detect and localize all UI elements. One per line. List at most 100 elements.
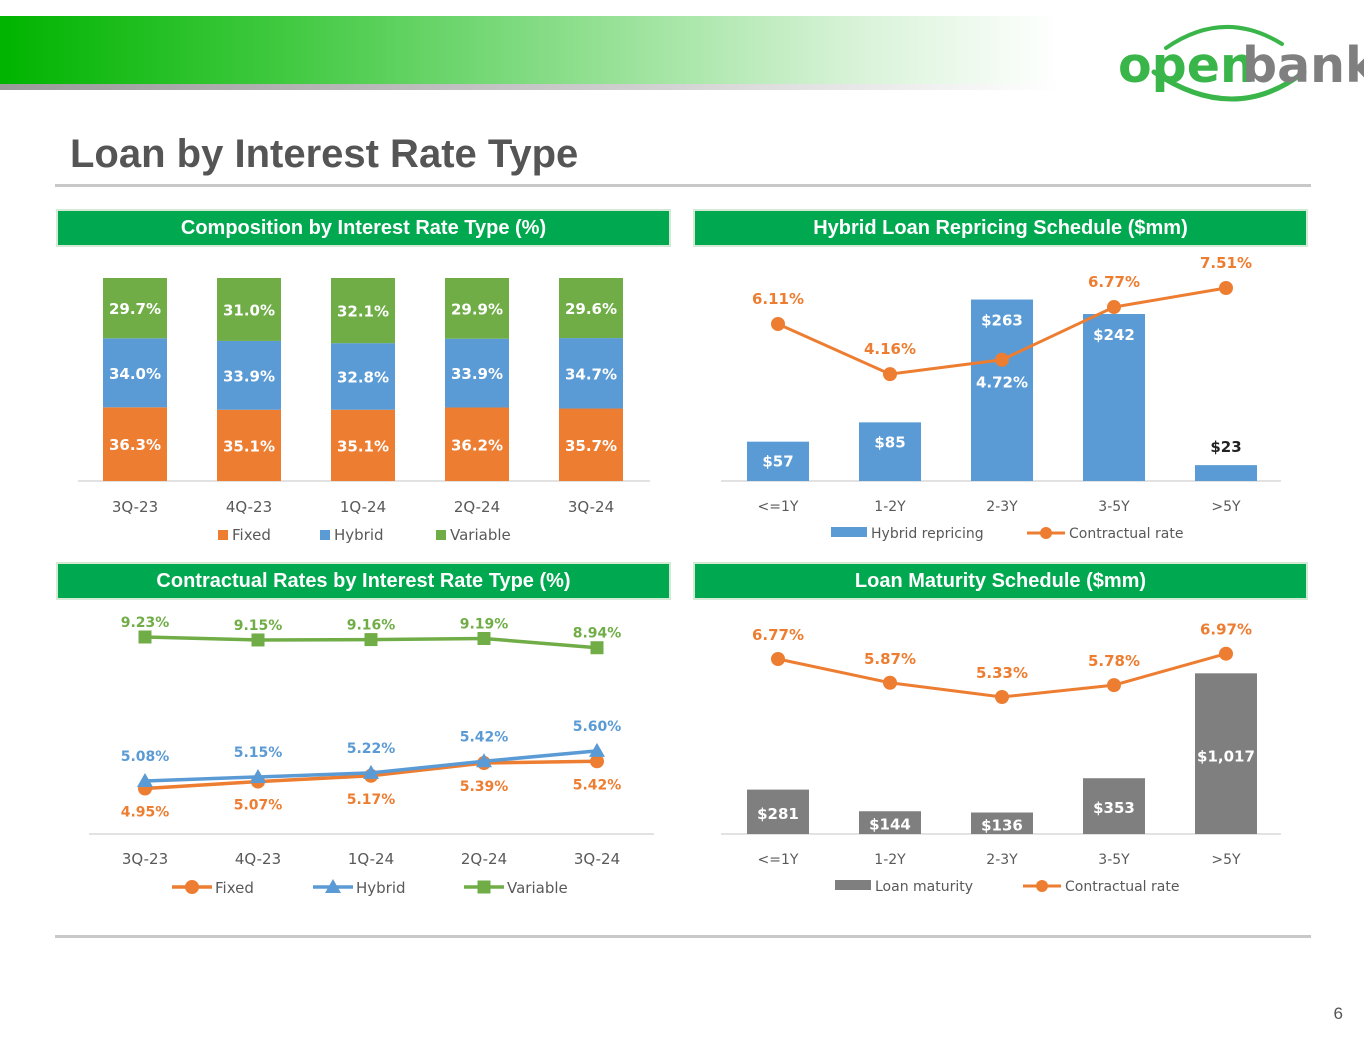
bar-hybrid-repricing-5y [1195, 465, 1257, 481]
data-label-variable-3q-23: 29.7% [109, 300, 161, 318]
marker-variable-3q-23 [138, 630, 152, 644]
tick-label-1-2y: 1-2Y [874, 852, 906, 868]
tick-label-3q-23: 3Q-23 [112, 498, 158, 516]
rate-marker-2-3y [995, 352, 1009, 367]
data-label-hybrid-2q-24: 33.9% [451, 365, 503, 383]
loan-maturity-chart-header: Loan Maturity Schedule ($mm) [693, 562, 1308, 600]
data-label-hybrid-2q-24: 5.42% [460, 729, 509, 745]
data-label-variable-2q-24: 29.9% [451, 300, 503, 318]
rate-marker-1-2y [883, 675, 897, 690]
data-label-hybrid-1q-24: 32.8% [337, 368, 389, 386]
page-title: Loan by Interest Rate Type [70, 132, 579, 176]
bar-variable-3q-24 [559, 278, 623, 339]
data-label-fixed-4q-23: 35.1% [223, 437, 275, 455]
legend-swatch-bars [835, 880, 871, 890]
data-label-variable-3q-24: 8.94% [573, 626, 622, 642]
loan-maturity-chart: $281 <=1Y $144 1-2Y $136 2-3Y $353 3-5Y $1,017 >5… [721, 621, 1281, 895]
legend-label-variable: Variable [507, 879, 568, 897]
marker-variable-2q-24 [477, 631, 491, 645]
rate-label-5y: 6.97% [1200, 621, 1252, 639]
bar-hybrid-repricing-3-5y [1083, 314, 1145, 481]
bar-label-3-5y: $353 [1093, 799, 1135, 817]
bar-hybrid-1q-24 [331, 343, 395, 410]
bar-fixed-2q-24 [445, 407, 509, 481]
marker-hybrid-1q-24 [363, 764, 379, 779]
rate-label-2-3y: 5.33% [976, 664, 1028, 682]
data-label-fixed-2q-24: 5.39% [460, 779, 509, 795]
tick-label-4q-23: 4Q-23 [235, 850, 281, 868]
tick-label-4q-23: 4Q-23 [226, 498, 272, 516]
marker-variable-4q-23 [251, 633, 265, 647]
tick-label-1y: <=1Y [758, 499, 799, 515]
legend-swatch-variable [436, 530, 446, 540]
rate-label-5y: 7.51% [1200, 254, 1252, 272]
tick-label-2-3y: 2-3Y [986, 499, 1018, 515]
tick-label-5y: >5Y [1211, 852, 1241, 868]
data-label-fixed-2q-24: 36.2% [451, 436, 503, 454]
legend-label-bars: Hybrid repricing [871, 526, 984, 542]
header-gradient-bar [0, 16, 1060, 84]
bar-label-5y: $23 [1210, 438, 1241, 456]
bar-loan-maturity-5y [1195, 673, 1257, 834]
rate-marker-2-3y [995, 690, 1009, 704]
tick-label-3q-24: 3Q-24 [574, 850, 620, 868]
rate-marker-3-5y [1107, 300, 1121, 315]
bar-label-2-3y: $263 [981, 312, 1023, 330]
bar-label-1y: $281 [757, 805, 799, 823]
composition-chart-header: Composition by Interest Rate Type (%) [56, 209, 671, 247]
tick-label-2q-24: 2Q-24 [454, 498, 500, 516]
bar-loan-maturity-1y [747, 789, 809, 834]
data-label-variable-3q-24: 29.6% [565, 300, 617, 318]
rate-label-3-5y: 5.78% [1088, 652, 1140, 670]
legend-marker-variable [477, 880, 491, 894]
tick-label-2q-24: 2Q-24 [461, 850, 507, 868]
rate-label-1-2y: 4.16% [864, 340, 916, 358]
marker-variable-3q-24 [590, 641, 604, 655]
legend-swatch-fixed [218, 530, 228, 540]
marker-hybrid-2q-24 [476, 753, 492, 768]
bar-fixed-3q-23 [103, 407, 167, 481]
bar-variable-4q-23 [217, 278, 281, 341]
tick-label-3q-23: 3Q-23 [122, 850, 168, 868]
data-label-variable-2q-24: 9.19% [460, 616, 509, 632]
data-label-hybrid-1q-24: 5.22% [347, 741, 396, 757]
bar-fixed-1q-24 [331, 409, 395, 481]
bar-label-1-2y: $144 [869, 816, 911, 834]
legend-marker-fixed [185, 880, 199, 894]
bar-label-1-2y: $85 [874, 433, 905, 451]
rate-label-1-2y: 5.87% [864, 650, 916, 668]
data-label-fixed-4q-23: 5.07% [234, 798, 283, 814]
bar-hybrid-repricing-1y [747, 441, 809, 481]
bar-loan-maturity-3-5y [1083, 778, 1145, 834]
logo-text-bank: bank [1242, 37, 1364, 94]
legend-label-rate: Contractual rate [1065, 879, 1179, 895]
bar-hybrid-3q-23 [103, 338, 167, 408]
bar-variable-3q-23 [103, 278, 167, 339]
legend-marker-rate [1036, 880, 1048, 892]
data-label-variable-4q-23: 9.15% [234, 618, 283, 634]
marker-hybrid-3q-23 [137, 773, 153, 787]
data-label-hybrid-3q-24: 5.60% [573, 719, 622, 735]
bar-hybrid-4q-23 [217, 340, 281, 410]
legend-label-hybrid: Hybrid [334, 526, 384, 544]
legend-label-hybrid: Hybrid [356, 879, 406, 897]
legend-marker-rate [1040, 527, 1052, 539]
legend-label-rate: Contractual rate [1069, 526, 1183, 542]
rate-marker-1y [771, 652, 785, 666]
data-label-hybrid-3q-23: 34.0% [109, 365, 161, 383]
data-label-variable-4q-23: 31.0% [223, 301, 275, 319]
legend-label-variable: Variable [450, 526, 511, 544]
rate-marker-1y [771, 317, 785, 331]
tick-label-5y: >5Y [1211, 499, 1241, 515]
page-number: 6 [1333, 1004, 1343, 1023]
bar-hybrid-repricing-2-3y [971, 299, 1033, 481]
data-label-fixed-3q-24: 5.42% [573, 777, 622, 793]
bar-hybrid-3q-24 [559, 338, 623, 409]
bar-label-3-5y: $242 [1093, 326, 1135, 344]
data-label-variable-3q-23: 9.23% [121, 615, 170, 631]
bar-fixed-4q-23 [217, 409, 281, 481]
footer-divider [55, 935, 1311, 938]
marker-variable-1q-24 [364, 633, 378, 647]
logo-text-open: open [1118, 37, 1255, 94]
openbank-logo: open bank [1118, 25, 1364, 102]
